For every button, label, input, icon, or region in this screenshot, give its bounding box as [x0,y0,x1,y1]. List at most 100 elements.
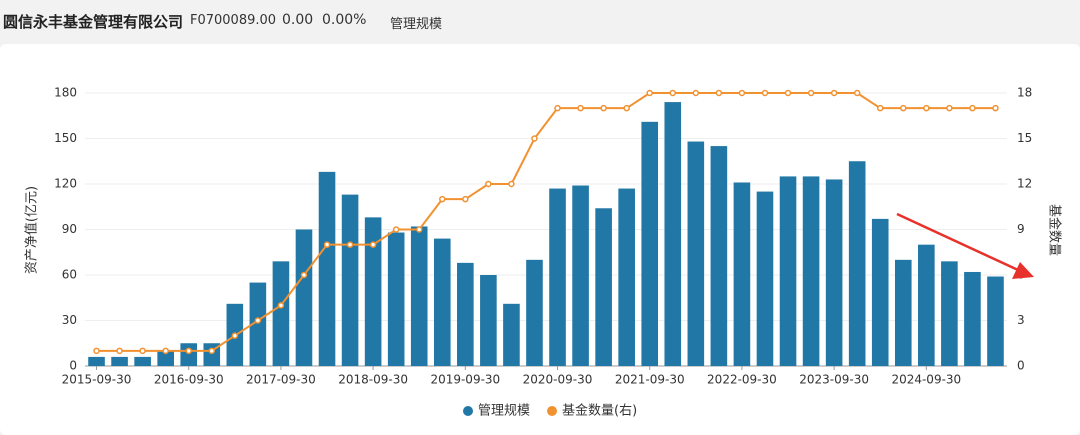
y-tick-label: 0 [69,359,77,373]
line-point [139,347,146,355]
bar [687,141,705,366]
line-point [508,180,515,188]
line-point [392,226,400,233]
line-point [669,89,677,97]
line-point [900,104,907,112]
y2-tick-label: 18 [1017,86,1032,100]
line-point [784,89,792,97]
bar [457,262,474,366]
y2-tick-label: 3 [1017,313,1025,327]
x-tick-label: 2015-09-30 [62,373,132,387]
bar [802,176,820,366]
arrow-shaft [896,212,1019,272]
line-point [93,347,100,355]
bar [825,179,843,366]
bar [549,188,566,366]
bar [157,350,174,366]
line-point [923,104,930,112]
bar [503,303,520,366]
bar [341,194,359,366]
bar [272,261,290,366]
line-point [415,226,423,233]
line-point [323,241,331,248]
line-point [185,347,192,355]
y-axis-label: 资产净值(亿元) [24,186,40,274]
line-point [946,104,953,112]
tab[interactable]: 管理规模 [390,17,443,32]
bar [595,208,612,366]
y2-tick-label: 0 [1017,359,1025,373]
bar [848,161,866,366]
annotation-arrow [896,212,1034,279]
line-point [600,104,607,112]
legend-swatch [463,406,473,416]
y-tick-label: 30 [62,313,77,327]
line-point [462,195,469,203]
bar [249,282,267,366]
bar [134,356,151,366]
header: 圆信永丰基金管理有限公司 F0700089.00 0.00 0.00% 管理规模 [0,0,1080,44]
line-point [254,317,262,324]
x-tick-label: 2019-09-30 [430,373,500,387]
arrow-head [1012,262,1034,279]
price: 0.00 [282,12,314,28]
legend-swatch [547,406,558,416]
bar [618,188,635,366]
line-point [162,347,169,355]
x-tick-label: 2018-09-30 [338,373,408,387]
line-point [623,104,630,112]
company-name: 圆信永丰基金管理有限公司 [3,13,184,31]
change: 0.00% [322,12,367,28]
bar [572,185,589,366]
line-point [853,89,861,97]
x-tick-label: 2016-09-30 [154,373,224,387]
x-tick-label: 2020-09-30 [523,373,593,387]
bar [387,232,405,366]
bar [111,356,128,366]
line-point [277,302,285,309]
line-point [554,104,561,112]
y2-axis-label: 基金数量 [1047,204,1063,256]
line-point [807,89,815,97]
line-point [300,271,308,279]
y-tick-label: 150 [54,131,77,145]
legend-label: 基金数量(右) [562,403,637,419]
line-point [646,89,653,97]
bar [88,356,105,366]
x-tick-label: 2023-09-30 [799,373,869,387]
x-tick-label: 2021-09-30 [615,373,685,387]
line-point [715,89,723,97]
line-point [531,135,538,142]
bar [941,261,958,366]
line-point [992,104,999,112]
bar [180,343,198,366]
bar [664,102,682,366]
bar [918,244,935,366]
line-point [346,241,354,248]
x-tick-label: 2024-09-30 [891,373,961,387]
y2-tick-label: 9 [1017,222,1025,236]
legend-label: 管理规模 [478,404,530,419]
bar [410,226,428,366]
bar [987,276,1004,366]
line [96,92,996,352]
bar [433,238,451,366]
fund-code: F0700089.00 [190,13,277,28]
line-point [738,89,746,97]
y2-tick-label: 12 [1017,177,1032,191]
y-tick-label: 90 [62,222,77,236]
line-point [485,180,492,188]
bar [894,259,912,366]
bar [480,275,497,366]
line-point [761,89,769,97]
bar [871,218,889,366]
bar [526,259,543,366]
line-point [116,347,123,355]
line-point [369,241,377,248]
line-point [876,104,884,112]
y-tick-label: 180 [54,86,77,100]
y2-tick-label: 15 [1017,131,1032,145]
line-point [969,104,976,112]
bar [318,171,336,366]
